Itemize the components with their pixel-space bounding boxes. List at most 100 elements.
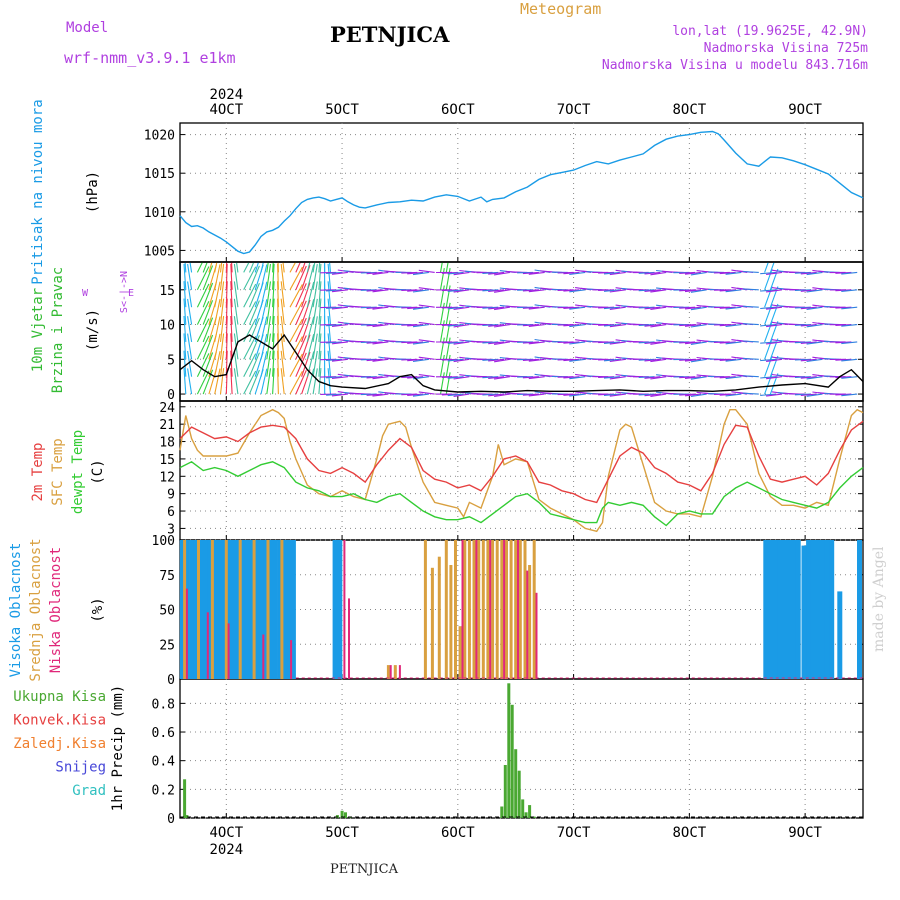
wind-arrow — [260, 299, 268, 325]
wind-arrow — [295, 283, 307, 308]
wind-arrow — [769, 286, 779, 308]
wind-arrow — [183, 333, 187, 360]
wind-arrow — [841, 376, 858, 379]
wind-arrow — [196, 283, 210, 308]
wind-arrow — [312, 316, 318, 342]
wind-arrow — [766, 358, 783, 362]
wind-arrow — [725, 324, 742, 328]
wind-arrow — [418, 321, 435, 326]
wind-arrow — [266, 298, 272, 325]
wind-arrow — [230, 368, 233, 395]
wind-arrow — [609, 358, 626, 363]
high-cloud-bar — [801, 545, 807, 679]
wind-arrow — [598, 324, 615, 326]
wind-arrow — [447, 358, 464, 362]
wind-arrow — [289, 353, 303, 377]
wind-arrow — [187, 333, 193, 360]
wind-arrow — [248, 352, 260, 377]
wind-arrow — [482, 341, 499, 344]
wind-arrow — [196, 262, 204, 273]
wind-speed-line — [179, 333, 864, 393]
wind-arrow — [289, 370, 303, 395]
high-cloud-bar — [791, 540, 796, 679]
y-tick-label: 1015 — [144, 167, 175, 182]
wind-arrow — [766, 376, 783, 380]
precip-total-bar — [528, 805, 532, 818]
high-cloud-bar — [253, 540, 259, 679]
wind-arrow — [482, 324, 499, 327]
wind-arrow — [318, 315, 322, 342]
wind-arrow — [488, 393, 505, 397]
wind-arrow — [219, 350, 225, 377]
high-cloud-bar — [332, 540, 338, 679]
wind-arrow — [742, 288, 759, 291]
wind-arrow — [609, 393, 626, 397]
wind-arrow — [494, 341, 510, 345]
mid-cloud-bar — [386, 665, 390, 679]
wind-arrow — [331, 306, 348, 310]
wind-arrow — [219, 316, 225, 342]
wind-arrow — [289, 336, 303, 360]
wind-arrow — [603, 341, 620, 344]
precip-legend-item: Ukupna Kisa — [13, 689, 106, 705]
wind-arrow — [202, 300, 214, 325]
low-cloud-bar — [461, 540, 464, 679]
wind-arrow — [407, 271, 424, 275]
cloud-axis-label-mid: Srednja Oblacnost — [28, 538, 44, 681]
precip-total-bar — [340, 810, 344, 818]
wind-arrow — [272, 315, 275, 342]
cloud-axis-label-high: Visoka Oblacnost — [8, 543, 24, 678]
wind-arrow — [800, 306, 817, 310]
high-cloud-bar — [179, 540, 185, 679]
wind-arrow — [230, 350, 233, 377]
high-cloud-bar — [281, 540, 287, 679]
wind-arrow — [366, 376, 383, 379]
wind-arrow — [260, 262, 264, 273]
precip-total-bar — [514, 749, 518, 818]
wind-arrow — [447, 393, 464, 397]
wind-arrow — [794, 324, 811, 326]
mid-cloud-bar — [528, 565, 532, 679]
wind-arrow — [327, 368, 332, 395]
wind-arrow — [196, 353, 210, 377]
wind-arrow — [766, 324, 783, 328]
mid-cloud-bar — [500, 540, 504, 679]
high-cloud-bar — [829, 540, 835, 679]
high-cloud-bar — [267, 540, 273, 679]
wind-arrow — [441, 341, 458, 344]
wind-arrow — [603, 358, 620, 362]
wind-arrow — [569, 376, 586, 380]
wind-arrow — [598, 376, 615, 378]
wind-arrow — [719, 271, 736, 275]
wind-arrow — [598, 271, 615, 274]
wind-arrow — [766, 393, 783, 397]
wind-arrow — [439, 268, 445, 290]
wind-arrow — [439, 285, 445, 308]
wind-arrow — [327, 333, 332, 360]
wind-arrow — [243, 262, 250, 273]
wind-arrow — [760, 324, 777, 327]
wind-arrow — [766, 271, 783, 276]
wind-arrow — [183, 281, 187, 308]
low-cloud-bar — [489, 540, 492, 679]
model-name: wrf-nmm_v3.9.1 e1km — [64, 49, 236, 67]
wind-arrow — [289, 318, 303, 343]
wind-arrow — [260, 281, 268, 308]
wind-arrow — [183, 263, 187, 290]
wind-arrow — [407, 341, 424, 344]
wind-arrow — [407, 306, 424, 310]
top-day-label: 5OCT — [325, 102, 359, 118]
mid-cloud-bar — [477, 540, 481, 679]
wind-arrow — [482, 271, 499, 274]
wind-arrow — [794, 306, 811, 309]
wind-arrow — [638, 358, 655, 361]
wind-arrow — [638, 324, 655, 326]
wind-arrow — [230, 333, 233, 360]
precip-legend-item: Grad — [72, 783, 106, 799]
precip-legend-item: Konvek.Kisa — [13, 713, 106, 729]
wind-arrow — [372, 324, 389, 328]
wind-arrow — [719, 324, 736, 327]
wind-arrow — [248, 282, 260, 308]
wind-arrow — [563, 271, 580, 275]
